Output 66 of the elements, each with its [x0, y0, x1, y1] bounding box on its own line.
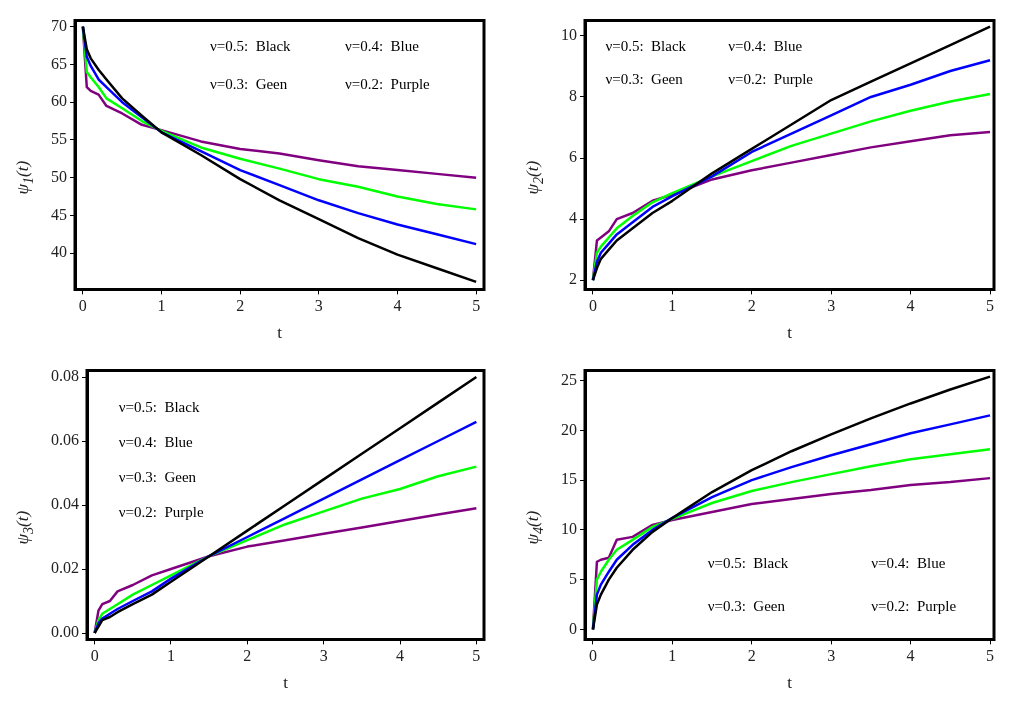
- y-tick-label: 5: [569, 569, 577, 587]
- x-tick-label: 5: [986, 297, 995, 315]
- annotation: ν=0.5: Black: [707, 555, 789, 572]
- x-tick-label: 5: [472, 647, 481, 665]
- x-tick-label: 4: [906, 647, 915, 665]
- y-tick-label: 40: [51, 243, 67, 261]
- annotation: ν=0.3: Geen: [209, 76, 288, 93]
- y-tick-label: 0.08: [51, 367, 79, 385]
- x-tick-label: 2: [236, 297, 245, 315]
- y-tick-label: 45: [51, 205, 67, 223]
- y-tick-label: 0.02: [51, 559, 79, 577]
- y-tick-label: 0.04: [51, 495, 79, 513]
- x-axis-title: t: [277, 323, 283, 343]
- y-tick-label: 0.06: [51, 431, 79, 449]
- y-tick-label: 4: [569, 209, 577, 227]
- annotation: ν=0.2: Purple: [344, 76, 431, 93]
- y-tick-label: 0: [569, 619, 577, 637]
- x-tick-label: 1: [668, 297, 677, 315]
- y-tick-label: 15: [561, 470, 577, 488]
- x-tick-label: 4: [393, 297, 402, 315]
- x-tick-label: 0: [588, 297, 597, 315]
- y-tick-label: 25: [561, 370, 577, 388]
- annotation: ν=0.4: Blue: [871, 555, 946, 572]
- annotation: ν=0.4: Blue: [118, 434, 194, 451]
- x-tick-label: 2: [243, 647, 252, 665]
- x-tick-label: 1: [157, 297, 166, 315]
- annotation: ν=0.5: Black: [605, 38, 687, 55]
- y-tick-label: 50: [51, 167, 67, 185]
- annotation: ν=0.3: Geen: [605, 70, 684, 87]
- annotation: ν=0.3: Geen: [707, 598, 786, 615]
- x-tick-label: 3: [319, 647, 328, 665]
- x-tick-label: 5: [472, 297, 481, 315]
- x-tick-label: 3: [827, 297, 836, 315]
- x-tick-label: 4: [396, 647, 405, 665]
- x-tick-label: 1: [668, 647, 677, 665]
- x-tick-label: 3: [827, 647, 836, 665]
- x-tick-label: 3: [314, 297, 323, 315]
- x-tick-label: 1: [166, 647, 175, 665]
- y-tick-label: 8: [569, 87, 577, 105]
- annotation: ν=0.5: Black: [209, 38, 292, 55]
- y-tick-label: 2: [569, 270, 577, 288]
- x-axis-title: t: [787, 323, 793, 343]
- annotation: ν=0.4: Blue: [344, 38, 420, 55]
- y-tick-label: 10: [561, 26, 577, 44]
- y-tick-label: 6: [569, 148, 577, 166]
- y-tick-label: 65: [51, 54, 67, 72]
- y-tick-label: 0.00: [51, 623, 79, 641]
- x-tick-label: 2: [747, 297, 756, 315]
- annotation: ν=0.2: Purple: [118, 504, 204, 520]
- y-tick-label: 70: [51, 16, 67, 34]
- x-tick-label: 0: [588, 647, 597, 665]
- annotation: ν=0.4: Blue: [728, 38, 803, 55]
- x-tick-label: 4: [906, 297, 915, 315]
- annotation: ν=0.3: Geen: [118, 469, 197, 486]
- annotation: ν=0.2: Purple: [728, 70, 814, 87]
- x-tick-label: 5: [986, 647, 995, 665]
- y-tick-label: 10: [561, 520, 577, 538]
- x-axis-title: t: [787, 673, 793, 693]
- annotation: ν=0.2: Purple: [871, 598, 957, 615]
- annotation: ν=0.5: Black: [118, 399, 200, 416]
- y-tick-label: 60: [51, 92, 67, 110]
- x-tick-label: 2: [747, 647, 756, 665]
- x-tick-label: 0: [90, 647, 99, 665]
- x-axis-title: t: [283, 673, 289, 693]
- y-tick-label: 55: [51, 130, 67, 148]
- y-tick-label: 20: [561, 420, 577, 438]
